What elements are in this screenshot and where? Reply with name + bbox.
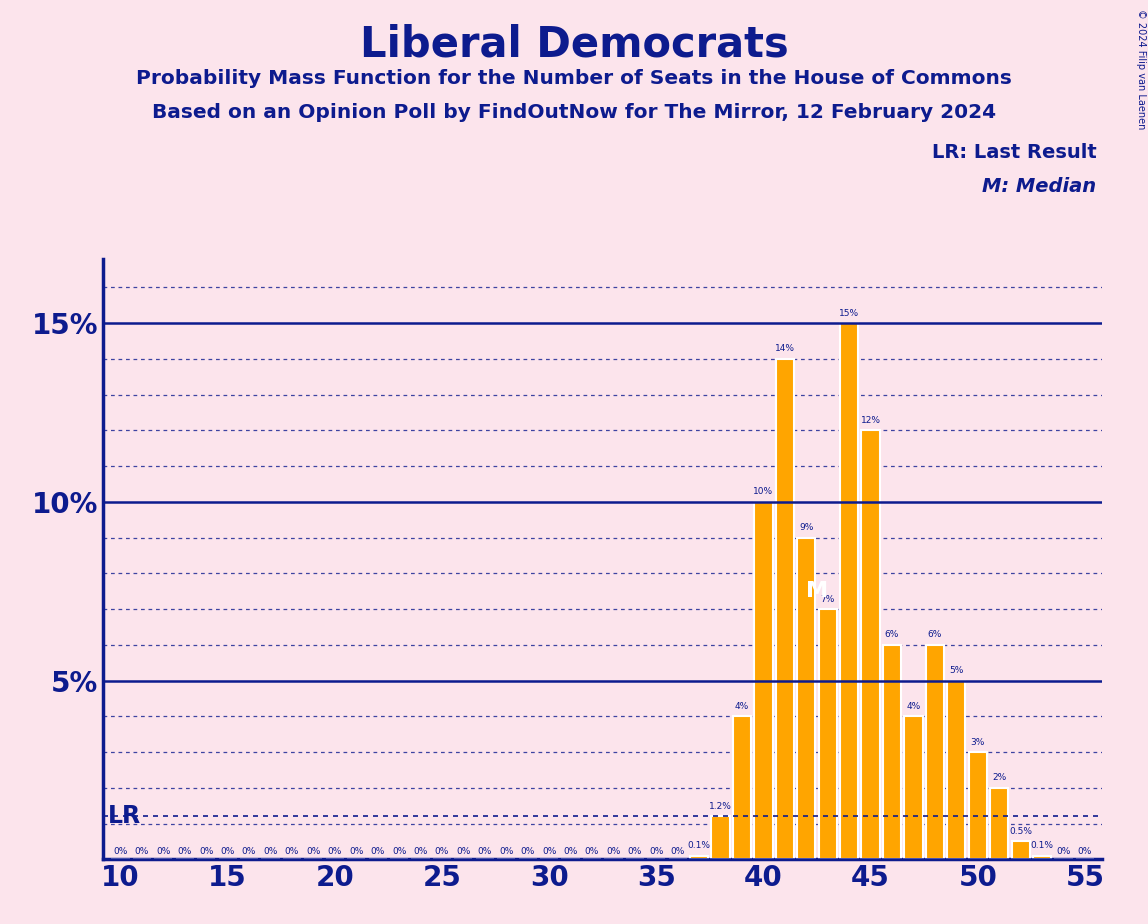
Text: 0%: 0% <box>628 847 642 857</box>
Text: 0%: 0% <box>435 847 449 857</box>
Text: Based on an Opinion Poll by FindOutNow for The Mirror, 12 February 2024: Based on an Opinion Poll by FindOutNow f… <box>152 103 996 123</box>
Text: 0%: 0% <box>456 847 471 857</box>
Bar <box>690 856 708 859</box>
Bar <box>1011 842 1030 859</box>
Bar <box>732 716 751 859</box>
Text: M: M <box>806 581 828 602</box>
Text: 6%: 6% <box>885 630 899 639</box>
Text: 1.2%: 1.2% <box>709 802 732 811</box>
Text: 0%: 0% <box>371 847 385 857</box>
Text: 0%: 0% <box>156 847 171 857</box>
Bar <box>1033 856 1052 859</box>
Text: LR: Last Result: LR: Last Result <box>931 143 1096 163</box>
Bar <box>776 359 794 859</box>
Text: 0%: 0% <box>349 847 364 857</box>
Bar <box>819 609 837 859</box>
Text: 0%: 0% <box>520 847 535 857</box>
Text: 0%: 0% <box>220 847 235 857</box>
Text: Liberal Democrats: Liberal Democrats <box>359 23 789 65</box>
Text: 9%: 9% <box>799 523 814 532</box>
Text: 0%: 0% <box>134 847 149 857</box>
Text: 14%: 14% <box>775 345 794 354</box>
Text: 0%: 0% <box>413 847 428 857</box>
Text: M: Median: M: Median <box>983 177 1096 197</box>
Text: 0%: 0% <box>114 847 127 857</box>
Bar <box>754 502 773 859</box>
Text: 10%: 10% <box>753 488 774 496</box>
Bar <box>712 817 730 859</box>
Text: 7%: 7% <box>821 595 835 603</box>
Text: 0%: 0% <box>499 847 513 857</box>
Text: 0%: 0% <box>542 847 557 857</box>
Text: 0%: 0% <box>391 847 406 857</box>
Text: 0.1%: 0.1% <box>1031 842 1054 850</box>
Text: 0%: 0% <box>649 847 664 857</box>
Bar <box>797 538 815 859</box>
Bar <box>969 752 987 859</box>
Text: © 2024 Filip van Laenen: © 2024 Filip van Laenen <box>1135 9 1146 129</box>
Text: 0%: 0% <box>1078 847 1092 857</box>
Text: 0.5%: 0.5% <box>1009 827 1032 836</box>
Bar <box>905 716 923 859</box>
Text: 0%: 0% <box>584 847 599 857</box>
Text: 2%: 2% <box>992 773 1007 783</box>
Bar <box>947 681 965 859</box>
Text: 0%: 0% <box>327 847 342 857</box>
Text: 15%: 15% <box>839 309 859 318</box>
Text: LR: LR <box>108 805 141 829</box>
Text: 4%: 4% <box>735 702 750 711</box>
Bar <box>883 645 901 859</box>
Text: 0%: 0% <box>199 847 214 857</box>
Text: 0%: 0% <box>263 847 278 857</box>
Text: 12%: 12% <box>861 416 881 425</box>
Text: 0%: 0% <box>307 847 320 857</box>
Text: 0%: 0% <box>1056 847 1071 857</box>
Text: Probability Mass Function for the Number of Seats in the House of Commons: Probability Mass Function for the Number… <box>137 69 1011 89</box>
Text: 3%: 3% <box>970 737 985 747</box>
Bar <box>861 431 879 859</box>
Bar <box>925 645 944 859</box>
Text: 5%: 5% <box>949 666 963 675</box>
Text: 0%: 0% <box>285 847 300 857</box>
Text: 6%: 6% <box>928 630 943 639</box>
Text: 0%: 0% <box>606 847 621 857</box>
Text: 0.1%: 0.1% <box>688 842 711 850</box>
Bar <box>840 323 859 859</box>
Text: 0%: 0% <box>670 847 685 857</box>
Text: 4%: 4% <box>907 702 921 711</box>
Bar <box>990 788 1008 859</box>
Text: 0%: 0% <box>242 847 256 857</box>
Text: 0%: 0% <box>564 847 577 857</box>
Text: 0%: 0% <box>478 847 492 857</box>
Text: 0%: 0% <box>178 847 192 857</box>
